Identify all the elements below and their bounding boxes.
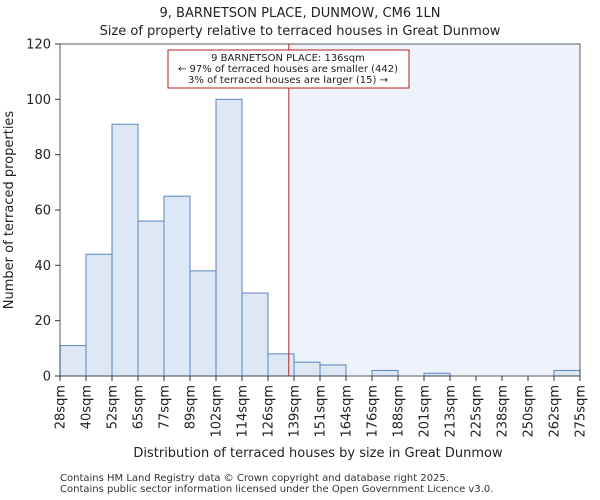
- x-tick-label-114sqm: 114sqm: [236, 385, 251, 438]
- y-axis-ticks: 0 20 40 60 80 100 120: [26, 38, 60, 385]
- annotation-box: [167, 49, 410, 89]
- y-tick-label-100: 100: [26, 93, 51, 108]
- x-tick-label-139sqm: 139sqm: [288, 385, 303, 438]
- x-axis-label: Distribution of terraced houses by size …: [133, 446, 503, 461]
- x-tick-label-77sqm: 77sqm: [158, 385, 173, 429]
- x-tick-label-65sqm: 65sqm: [132, 385, 147, 429]
- property-annotation: 9 BARNETSON PLACE: 136sqm ← 97% of terra…: [167, 49, 410, 89]
- bar-52sqm: [111, 123, 139, 377]
- x-tick-label-213sqm: 213sqm: [444, 385, 459, 438]
- x-axis-ticks: 28sqm 40sqm 52sqm 65sqm 77sqm 89sqm 102sqm 114s…: [54, 376, 589, 438]
- bar-77sqm: [163, 195, 191, 377]
- x-tick-label-151sqm: 151sqm: [314, 385, 329, 438]
- chart-subtitle: Size of property relative to terraced ho…: [100, 24, 501, 39]
- x-tick-label-126sqm: 126sqm: [262, 385, 277, 438]
- x-tick-label-102sqm: 102sqm: [210, 385, 225, 438]
- bar-series: [59, 98, 581, 377]
- annotation-line-3: 3% of terraced houses are larger (15) →: [188, 75, 388, 86]
- x-tick-label-52sqm: 52sqm: [106, 385, 121, 429]
- bar-201sqm: [423, 372, 451, 377]
- bar-262sqm: [553, 369, 581, 377]
- bar-139sqm: [293, 361, 321, 377]
- bar-65sqm: [137, 220, 165, 377]
- annotation-line-2: ← 97% of terraced houses are smaller (44…: [178, 64, 398, 75]
- chart-title: 9, BARNETSON PLACE, DUNMOW, CM6 1LN: [160, 6, 441, 21]
- bar-176sqm: [371, 369, 399, 377]
- x-tick-label-28sqm: 28sqm: [54, 385, 69, 429]
- x-tick-label-275sqm: 275sqm: [574, 385, 589, 438]
- x-tick-label-164sqm: 164sqm: [340, 385, 355, 438]
- y-tick-label-20: 20: [34, 314, 51, 329]
- bar-151sqm: [319, 364, 347, 377]
- bar-40sqm: [85, 253, 113, 377]
- footer-copyright: Contains HM Land Registry data © Crown c…: [60, 473, 449, 484]
- y-tick-label-0: 0: [43, 370, 51, 385]
- x-tick-label-89sqm: 89sqm: [184, 385, 199, 429]
- y-axis-label: Number of terraced properties: [2, 111, 17, 310]
- footer-licence: Contains public sector information licen…: [60, 484, 494, 495]
- x-tick-label-201sqm: 201sqm: [418, 385, 433, 438]
- larger-properties-region: [288, 44, 580, 376]
- x-tick-label-238sqm: 238sqm: [496, 385, 511, 438]
- y-tick-label-120: 120: [26, 38, 51, 53]
- x-tick-label-40sqm: 40sqm: [80, 385, 95, 429]
- x-tick-label-176sqm: 176sqm: [366, 385, 381, 438]
- y-tick-label-80: 80: [34, 148, 51, 163]
- x-tick-label-262sqm: 262sqm: [548, 385, 563, 438]
- x-tick-label-188sqm: 188sqm: [392, 385, 407, 438]
- bar-126sqm: [267, 353, 295, 377]
- annotation-line-1: 9 BARNETSON PLACE: 136sqm: [211, 53, 365, 64]
- bar-89sqm: [189, 270, 217, 377]
- y-tick-label-40: 40: [34, 259, 51, 274]
- bar-102sqm: [215, 98, 243, 377]
- y-tick-label-60: 60: [34, 204, 51, 219]
- x-tick-label-225sqm: 225sqm: [470, 385, 485, 438]
- x-tick-label-250sqm: 250sqm: [522, 385, 537, 438]
- bar-114sqm: [241, 292, 269, 377]
- bar-28sqm: [59, 345, 87, 377]
